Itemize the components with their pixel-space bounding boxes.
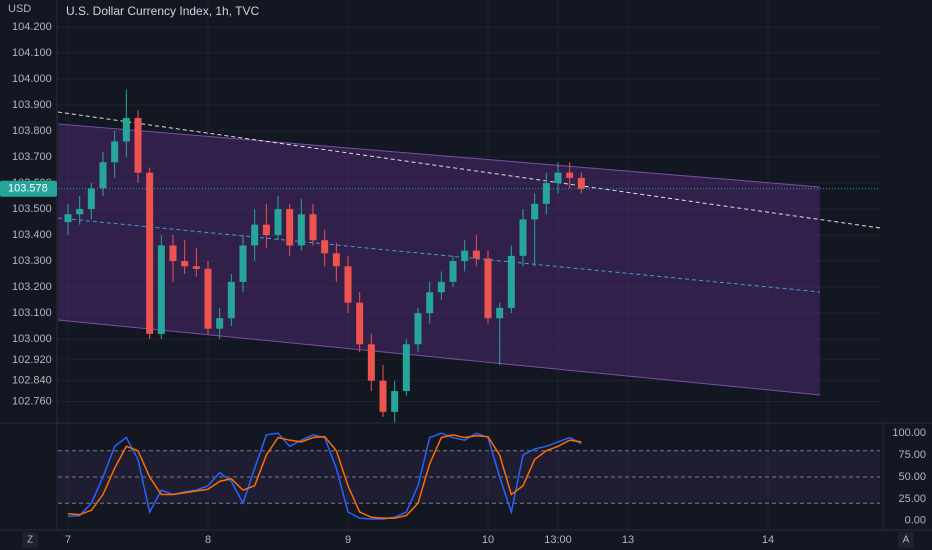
candle-body bbox=[169, 245, 177, 262]
y2-tick-label: 75.00 bbox=[898, 449, 926, 461]
stoch-line bbox=[67, 434, 582, 519]
candles bbox=[58, 89, 880, 423]
candle-body bbox=[461, 250, 469, 262]
candle-body bbox=[251, 224, 259, 246]
channel-bottom bbox=[57, 319, 821, 396]
x-tick-label: 7 bbox=[65, 534, 71, 546]
y2-tick-label: 100.00 bbox=[892, 427, 926, 439]
candle-body bbox=[134, 118, 142, 173]
candle-body bbox=[192, 266, 200, 269]
candle-body bbox=[484, 258, 492, 319]
candle-body bbox=[507, 255, 515, 308]
y-tick-label: 103.000 bbox=[12, 333, 52, 345]
y-tick-label: 102.760 bbox=[12, 395, 52, 407]
candle-body bbox=[391, 391, 399, 412]
candle-body bbox=[181, 261, 189, 267]
candle-body bbox=[286, 209, 294, 246]
x-tick-label: 13 bbox=[622, 534, 634, 546]
candle-body bbox=[239, 245, 247, 282]
candle-body bbox=[321, 240, 329, 254]
candle-body bbox=[216, 318, 224, 329]
candle-body bbox=[496, 307, 504, 319]
candle-body bbox=[344, 266, 352, 303]
candle-body bbox=[146, 172, 154, 334]
trend-line bbox=[57, 111, 881, 229]
button[interactable] bbox=[898, 532, 914, 548]
y-tick-label: 103.100 bbox=[12, 307, 52, 319]
candle-body bbox=[519, 219, 527, 256]
candle-body bbox=[554, 172, 562, 184]
y-tick-label: 104.100 bbox=[12, 47, 52, 59]
channel-top bbox=[57, 123, 821, 188]
y-tick-label: 103.300 bbox=[12, 255, 52, 267]
level-band bbox=[58, 450, 880, 504]
candle-body bbox=[402, 344, 410, 392]
y-tick-label: 103.800 bbox=[12, 125, 52, 137]
candle-body bbox=[64, 214, 72, 223]
candle-body bbox=[426, 292, 434, 314]
candle-body bbox=[122, 118, 130, 142]
candle-body bbox=[531, 203, 539, 220]
button-label[interactable]: A bbox=[903, 535, 910, 546]
candle-body bbox=[157, 245, 165, 334]
last-price-box bbox=[0, 180, 57, 197]
y-tick-label: 103.500 bbox=[12, 203, 52, 215]
y-tick-label: 104.200 bbox=[12, 21, 52, 33]
y-tick-label: 102.920 bbox=[12, 354, 52, 366]
y-tick-label: 102.840 bbox=[12, 375, 52, 387]
y2-tick-label: 0.00 bbox=[905, 515, 926, 527]
channel-band bbox=[58, 124, 820, 395]
candle-body bbox=[227, 281, 235, 319]
button-label[interactable]: Z bbox=[27, 535, 33, 546]
y-tick-label: 103.200 bbox=[12, 281, 52, 293]
channel-mid bbox=[57, 217, 821, 293]
candle-body bbox=[367, 344, 375, 381]
chart-title: U.S. Dollar Currency Index, 1h, TVC bbox=[66, 4, 260, 18]
candle-body bbox=[111, 141, 119, 163]
candle-body bbox=[332, 253, 340, 267]
candle-body bbox=[274, 209, 282, 236]
y-tick-label: 104.000 bbox=[12, 73, 52, 85]
candle-body bbox=[87, 188, 95, 210]
candle-body bbox=[414, 313, 422, 345]
button[interactable] bbox=[22, 532, 38, 548]
candle-body bbox=[99, 162, 107, 189]
x-tick-label: 10 bbox=[482, 534, 494, 546]
axis-unit: USD bbox=[8, 3, 31, 15]
y2-tick-label: 50.00 bbox=[898, 471, 926, 483]
candle-body bbox=[542, 183, 550, 204]
candle-body bbox=[76, 209, 84, 215]
candle-body bbox=[204, 268, 212, 329]
candle-body bbox=[309, 214, 317, 241]
x-tick-label: 8 bbox=[205, 534, 211, 546]
candle-body bbox=[297, 214, 305, 246]
y-tick-label: 103.900 bbox=[12, 99, 52, 111]
candle-body bbox=[472, 250, 480, 259]
candle-body bbox=[356, 302, 364, 345]
x-tick-label: 14 bbox=[762, 534, 774, 546]
y-tick-label: 103.700 bbox=[12, 151, 52, 163]
candle-body bbox=[577, 177, 585, 189]
x-tick-label: 13:00 bbox=[544, 534, 572, 546]
stochastic bbox=[58, 432, 880, 520]
y-tick-label: 103.400 bbox=[12, 229, 52, 241]
y2-tick-label: 25.00 bbox=[898, 493, 926, 505]
candle-body bbox=[566, 172, 574, 178]
candle-body bbox=[437, 281, 445, 293]
x-tick-label: 9 bbox=[345, 534, 351, 546]
candle-body bbox=[449, 261, 457, 282]
candle-body bbox=[262, 224, 270, 236]
candle-body bbox=[379, 380, 387, 412]
last-price-label: 103.578 bbox=[8, 183, 48, 195]
